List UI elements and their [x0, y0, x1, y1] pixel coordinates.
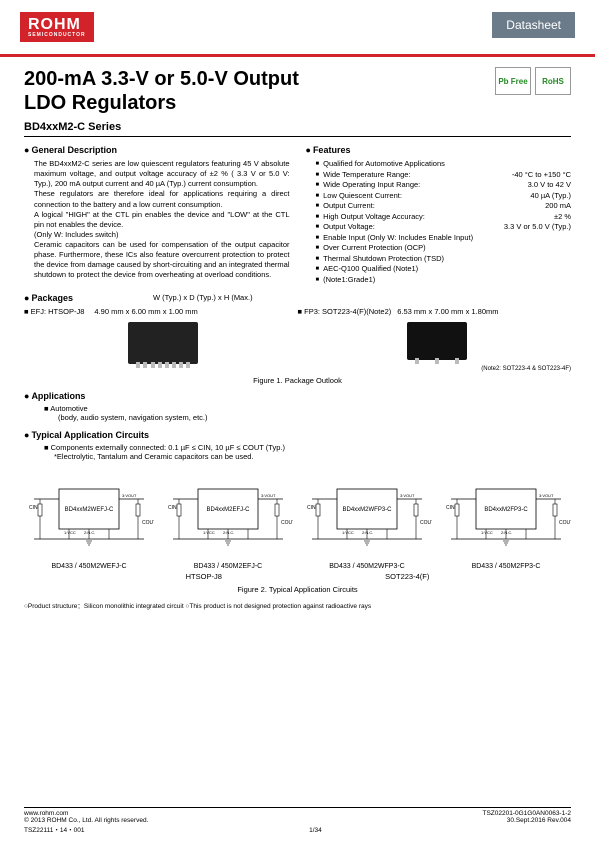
svg-text:COUT: COUT [420, 520, 432, 526]
svg-text:1:VCC: 1:VCC [342, 530, 354, 535]
feature-item: AEC-Q100 Qualified (Note1) [316, 264, 572, 275]
title-line1: 200-mA 3.3-V or 5.0-V Output [24, 67, 299, 91]
app-main: Automotive [24, 404, 571, 413]
svg-text:BD4xxM2WEFJ-C: BD4xxM2WEFJ-C [65, 507, 114, 513]
svg-text:CIN: CIN [29, 505, 38, 511]
svg-text:COUT: COUT [559, 520, 571, 526]
features-header: Features [306, 145, 572, 155]
circuits-row: BD4xxM2WEFJ-C CIN COUT 1:VCC 2:N.C. 3:VO… [24, 469, 571, 570]
pkg1-name: EFJ: HTSOP-J8 [24, 307, 84, 316]
gen-desc-text: The BD4xxM2-C series are low quiescent r… [24, 159, 290, 281]
feature-item: Low Quiescent Current:40 µA (Typ.) [316, 191, 572, 202]
features-list: Qualified for Automotive ApplicationsWid… [306, 159, 572, 285]
svg-text:1:VCC: 1:VCC [64, 530, 76, 535]
circuit-diagram: BD4xxM2WFP3-C CIN COUT 1:VCC 2:N.C. 3:VO… [302, 469, 432, 570]
feature-item: Output Current:200 mA [316, 201, 572, 212]
circ-sub: *Electrolytic, Tantalum and Ceramic capa… [24, 452, 571, 461]
title-block: 200-mA 3.3-V or 5.0-V Output LDO Regulat… [24, 67, 299, 115]
footer-tsz1: TSZ22111・14・001 [24, 824, 148, 834]
rohs-badge: RoHS [535, 67, 571, 95]
pkg-image-htsop [128, 322, 198, 364]
feature-item: Thermal Shutdown Protection (TSD) [316, 254, 572, 265]
packages-header: Packages [24, 293, 73, 303]
pkg2-dim: 6.53 mm x 7.00 mm x 1.80mm [397, 307, 498, 316]
svg-text:2:N.C.: 2:N.C. [362, 530, 373, 535]
feature-item: (Note1:Grade1) [316, 275, 572, 286]
footer-copyright: © 2013 ROHM Co., Ltd. All rights reserve… [24, 817, 148, 824]
packages-section: Packages W (Typ.) x D (Typ.) x H (Max.) … [24, 293, 571, 385]
svg-text:3:VOUT: 3:VOUT [539, 493, 554, 498]
svg-text:BD4xxM2EFJ-C: BD4xxM2EFJ-C [206, 507, 250, 513]
product-structure: ○Product structure：Silicon monolithic in… [24, 600, 571, 610]
svg-text:CIN: CIN [446, 505, 455, 511]
feature-item: High Output Voltage Accuracy:±2 % [316, 212, 572, 223]
svg-text:1:VCC: 1:VCC [203, 530, 215, 535]
svg-text:CIN: CIN [168, 505, 177, 511]
logo-block: ROHM SEMICONDUCTOR [20, 12, 94, 42]
feature-item: Enable Input (Only W: Includes Enable In… [316, 233, 572, 244]
pkg-image-sot [407, 322, 467, 360]
pkg-type2: SOT223-4(F) [385, 572, 429, 581]
fig2-caption: Figure 2. Typical Application Circuits [24, 585, 571, 594]
footer-left: www.rohm.com © 2013 ROHM Co., Ltd. All r… [24, 810, 148, 834]
svg-text:1:VCC: 1:VCC [481, 530, 493, 535]
svg-text:3:VOUT: 3:VOUT [400, 493, 415, 498]
feature-item: Wide Temperature Range:-40 °C to +150 °C [316, 170, 572, 181]
datasheet-badge: Datasheet [492, 12, 575, 38]
pkg-note2: (Note2: SOT223-4 & SOT223-4F) [24, 366, 571, 372]
feature-item: Qualified for Automotive Applications [316, 159, 572, 170]
svg-text:3:VOUT: 3:VOUT [122, 493, 137, 498]
svg-text:COUT: COUT [281, 520, 293, 526]
package-images [24, 322, 571, 364]
footer-url: www.rohm.com [24, 810, 148, 817]
svg-text:COUT: COUT [142, 520, 154, 526]
svg-text:BD4xxM2WFP3-C: BD4xxM2WFP3-C [342, 507, 392, 513]
typical-header: Typical Application Circuits [24, 430, 571, 440]
applications-section: Applications Automotive (body, audio sys… [24, 391, 571, 422]
logo-subtitle: SEMICONDUCTOR [28, 32, 86, 38]
feature-item: Output Voltage:3.3 V or 5.0 V (Typ.) [316, 222, 572, 233]
circ-note: Components externally connected: 0.1 µF … [24, 443, 571, 452]
footer-tsz2: TSZ02201-0G1G0AN0063-1-2 [482, 810, 571, 817]
fig1-caption: Figure 1. Package Outlook [24, 376, 571, 385]
footer-page: 1/34 [309, 827, 322, 834]
footer-date: 30.Sept.2016 Rev.004 [482, 817, 571, 824]
svg-text:2:N.C.: 2:N.C. [223, 530, 234, 535]
circuit-diagram: BD4xxM2FP3-C CIN COUT 1:VCC 2:N.C. 3:VOU… [441, 469, 571, 570]
svg-text:3:VOUT: 3:VOUT [261, 493, 276, 498]
pbfree-badge: Pb Free [495, 67, 531, 95]
applications-header: Applications [24, 391, 571, 401]
feature-item: Over Current Protection (OCP) [316, 243, 572, 254]
main-content: 200-mA 3.3-V or 5.0-V Output LDO Regulat… [0, 57, 595, 610]
description-col: General Description The BD4xxM2-C series… [24, 145, 290, 285]
svg-text:2:N.C.: 2:N.C. [501, 530, 512, 535]
circuit-diagram: BD4xxM2WEFJ-C CIN COUT 1:VCC 2:N.C. 3:VO… [24, 469, 154, 570]
series-name: BD4xxM2-C Series [24, 121, 571, 137]
pkg-type1: HTSOP-J8 [186, 572, 222, 581]
typical-circuits-section: Typical Application Circuits Components … [24, 430, 571, 594]
circuit-diagram: BD4xxM2EFJ-C CIN COUT 1:VCC 2:N.C. 3:VOU… [163, 469, 293, 570]
gen-desc-header: General Description [24, 145, 290, 155]
cert-badges: Pb Free RoHS [495, 67, 571, 95]
svg-text:CIN: CIN [307, 505, 316, 511]
rohm-logo: ROHM SEMICONDUCTOR [20, 12, 94, 42]
features-col: Features Qualified for Automotive Applic… [306, 145, 572, 285]
app-sub: (body, audio system, navigation system, … [24, 413, 571, 422]
footer-right: TSZ02201-0G1G0AN0063-1-2 30.Sept.2016 Re… [482, 810, 571, 834]
feature-item: Wide Operating Input Range:3.0 V to 42 V [316, 180, 572, 191]
pkg-dim-header: W (Typ.) x D (Typ.) x H (Max.) [153, 293, 253, 303]
svg-text:BD4xxM2FP3-C: BD4xxM2FP3-C [484, 507, 528, 513]
svg-text:2:N.C.: 2:N.C. [84, 530, 95, 535]
desc-features-row: General Description The BD4xxM2-C series… [24, 145, 571, 285]
header: ROHM SEMICONDUCTOR Datasheet [0, 0, 595, 50]
logo-text: ROHM [28, 16, 81, 33]
pkg-type-row: HTSOP-J8 SOT223-4(F) [24, 572, 571, 581]
pkg1-dim: 4.90 mm x 6.00 mm x 1.00 mm [94, 307, 197, 316]
pkg2-name: FP3: SOT223-4(F)(Note2) [298, 307, 392, 316]
title-line2: LDO Regulators [24, 91, 299, 115]
footer: www.rohm.com © 2013 ROHM Co., Ltd. All r… [0, 801, 595, 842]
title-row: 200-mA 3.3-V or 5.0-V Output LDO Regulat… [24, 67, 571, 115]
